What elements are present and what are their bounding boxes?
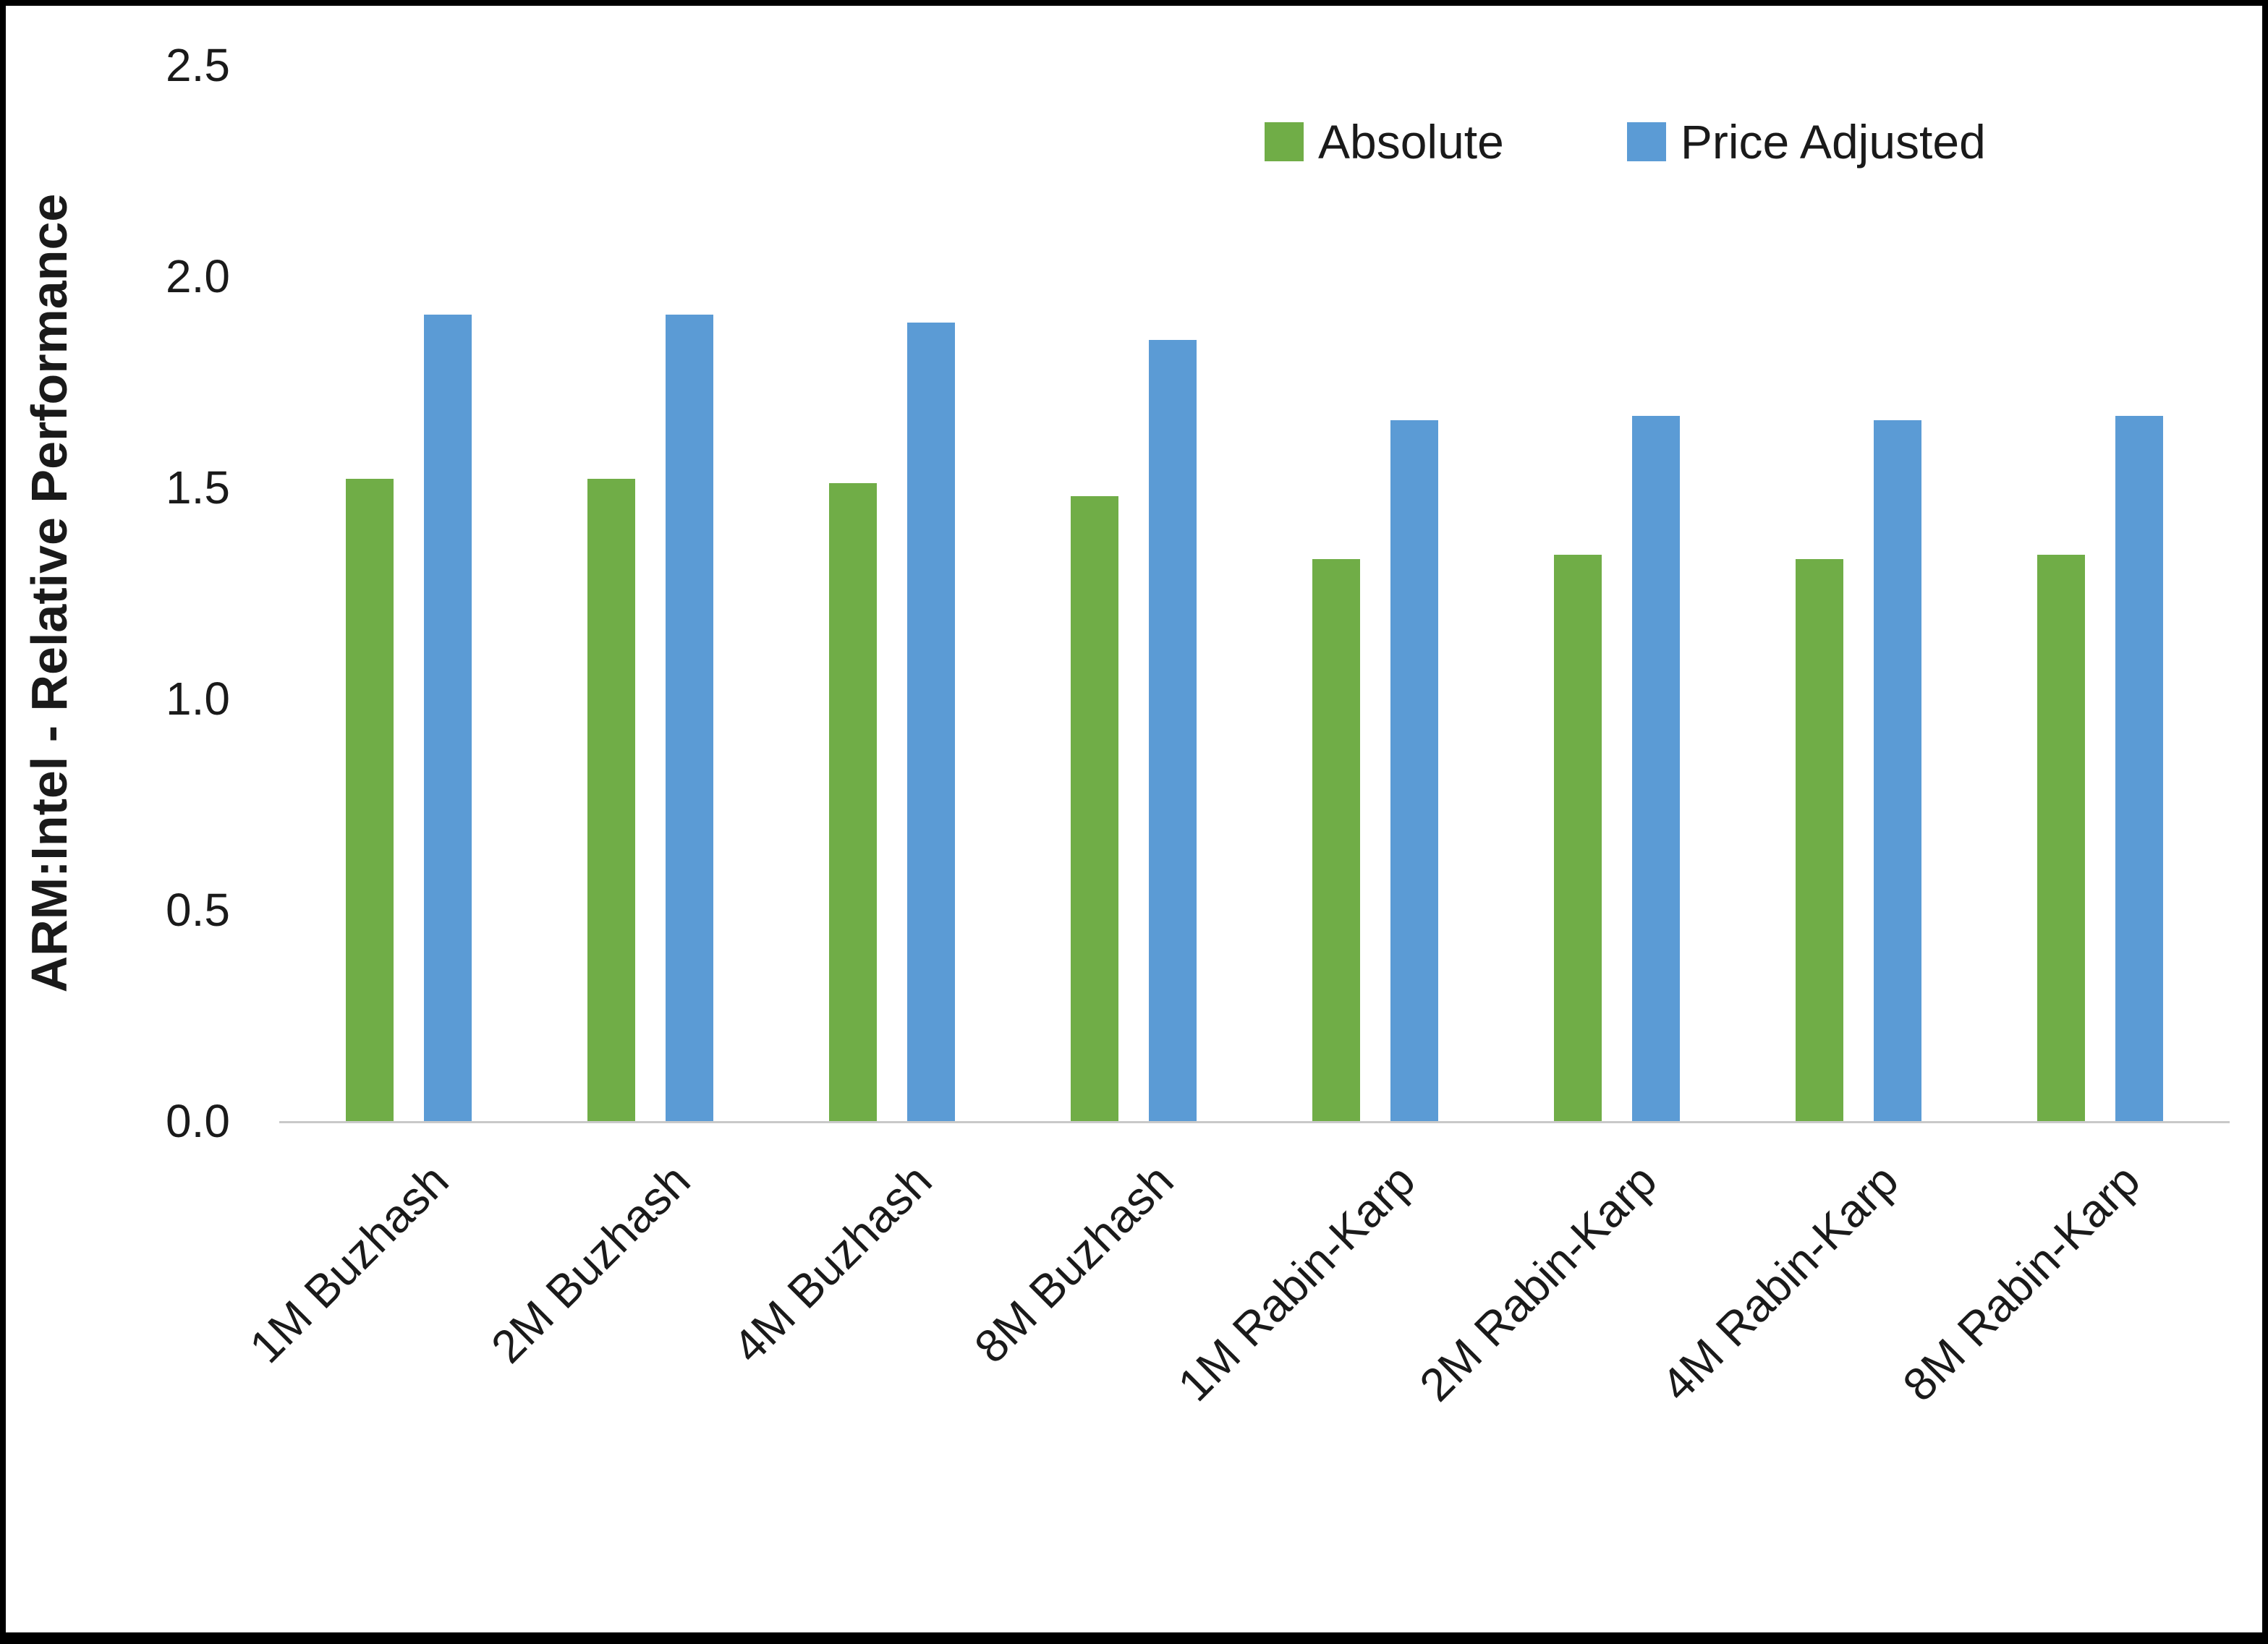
x-tick-label: 4M Buzhash xyxy=(722,1154,942,1373)
legend-item-absolute: Absolute xyxy=(1265,114,1504,169)
bar-absolute xyxy=(1554,555,1602,1121)
y-tick-label: 1.5 xyxy=(166,461,230,514)
legend-item-price-adjusted: Price Adjusted xyxy=(1626,114,1986,169)
bar-absolute xyxy=(1312,559,1360,1121)
bar-price-adjusted xyxy=(1874,419,1921,1121)
y-axis-title: ARM:Intel - Relative Performance xyxy=(21,193,77,993)
x-tick-label: 2M Rabin-Karp xyxy=(1409,1154,1667,1411)
y-tick-label: 1.0 xyxy=(166,673,230,725)
bar-absolute xyxy=(587,479,635,1121)
x-tick-label: 1M Rabin-Karp xyxy=(1168,1154,1425,1411)
x-axis-line xyxy=(279,1121,2230,1123)
y-tick-label: 0.5 xyxy=(166,884,230,936)
legend-label: Absolute xyxy=(1318,115,1504,169)
bar-absolute xyxy=(1796,559,1843,1121)
bar-price-adjusted xyxy=(1390,419,1438,1121)
bar-price-adjusted xyxy=(1632,415,1680,1121)
bar-absolute xyxy=(829,483,877,1121)
y-tick-label: 2.5 xyxy=(166,39,230,91)
y-tick-label: 0.0 xyxy=(166,1095,230,1147)
bar-price-adjusted xyxy=(1149,339,1197,1121)
x-tick-label: 2M Buzhash xyxy=(480,1154,700,1373)
x-tick-label: 4M Rabin-Karp xyxy=(1651,1154,1908,1411)
x-tick-label: 8M Rabin-Karp xyxy=(1893,1154,2150,1411)
x-tick-label: 8M Buzhash xyxy=(964,1154,1184,1373)
legend-swatch-icon xyxy=(1265,122,1304,161)
bar-price-adjusted xyxy=(666,314,713,1121)
legend: Absolute Price Adjusted xyxy=(1265,114,1986,169)
legend-swatch-icon xyxy=(1626,122,1666,161)
legend-label: Price Adjusted xyxy=(1680,115,1986,169)
bar-price-adjusted xyxy=(907,323,955,1121)
bar-absolute xyxy=(346,479,394,1121)
bar-absolute xyxy=(2037,555,2085,1121)
x-tick-label: 1M Buzhash xyxy=(239,1154,459,1373)
y-tick-label: 2.0 xyxy=(166,250,230,302)
bar-absolute xyxy=(1071,495,1118,1121)
bar-price-adjusted xyxy=(2115,415,2163,1121)
bar-price-adjusted xyxy=(424,314,472,1121)
